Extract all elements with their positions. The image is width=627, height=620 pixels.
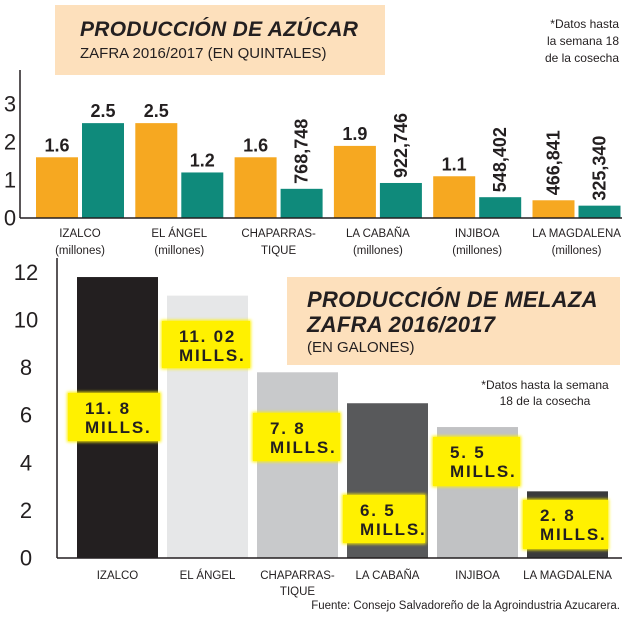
sugar-value-label: 922,746 [391, 113, 411, 178]
sugar-note-line: *Datos hasta [550, 17, 619, 31]
molasses-category-label: CHAPARRAS- [260, 570, 335, 582]
sugar-bar-orange-injiboa [433, 176, 476, 218]
sugar-value-label: 2.5 [90, 101, 115, 121]
sugar-note-line: de la cosecha [544, 51, 619, 65]
sugar-bar-orange-la-cabana [333, 145, 376, 218]
sugar-category-label: LA CABAÑA [346, 227, 410, 240]
sugar-bar-teal-chaparras-tique [280, 188, 323, 218]
sugar-chart-plot: 0 1 2 3 1.6 2.5 1.6 1.9 1.1 466,841 2.5 1.2 768,748 9… [4, 70, 622, 257]
sugar-bar-orange-la-magdalena [532, 200, 575, 218]
sugar-bar-teal-la-cabana [379, 182, 422, 218]
sugar-bar-orange-izalco [36, 157, 78, 218]
sugar-value-label: 325,340 [590, 136, 610, 201]
molasses-category-label: LA MAGDALENA [523, 570, 612, 582]
molasses-y-tick-label: 4 [20, 450, 32, 475]
sugar-category-label: (millones) [55, 245, 105, 257]
sugar-value-label: 1.2 [190, 150, 215, 170]
molasses-bar-el-angel [167, 295, 248, 558]
sugar-category-label: IZALCO [59, 228, 101, 240]
molasses-chart-title-line-2: ZAFRA 2016/2017 [307, 312, 496, 337]
molasses-data-note: *Datos hasta la semana 18 de la cosecha [470, 377, 620, 409]
sugar-chart-subtitle: ZAFRA 2016/2017 (EN QUINTALES) [80, 45, 327, 62]
molasses-chart-subtitle: (EN GALONES) [307, 339, 415, 356]
molasses-y-tick-label: 12 [14, 260, 38, 285]
sugar-bar-teal-izalco [82, 123, 124, 218]
sugar-category-label: EL ÁNGEL [151, 227, 207, 240]
molasses-y-tick-label: 0 [20, 546, 32, 571]
sugar-category-label: CHAPARRAS- [241, 228, 316, 240]
sugar-y-tick-label: 1 [4, 168, 16, 193]
sugar-category-label: (millones) [154, 245, 204, 257]
molasses-y-tick-label: 2 [20, 498, 32, 523]
sugar-value-label: 466,841 [544, 130, 564, 195]
sugar-category-label: (millones) [452, 245, 502, 257]
sugar-category-label: (millones) [353, 245, 403, 257]
sugar-category-label: LA MAGDALENA [532, 228, 621, 240]
sugar-category-label: TIQUE [261, 245, 296, 257]
molasses-category-label: LA CABAÑA [356, 569, 420, 582]
sugar-data-note: *Datos hasta la semana 18 de la cosecha [545, 16, 619, 67]
molasses-category-label: INJIBOA [455, 570, 500, 582]
sugar-value-label: 548,402 [490, 127, 510, 192]
sugar-value-label: 2.5 [144, 101, 169, 121]
sugar-bar-teal-el-angel [181, 172, 224, 218]
molasses-note-line: *Datos hasta la semana [481, 378, 609, 392]
sugar-title-box: PRODUCCIÓN DE AZÚCAR ZAFRA 2016/2017 (EN… [55, 5, 385, 75]
sugar-note-line: la semana 18 [546, 34, 619, 48]
sugar-bar-teal-injiboa [479, 197, 522, 218]
molasses-title-box: PRODUCCIÓN DE MELAZA ZAFRA 2016/2017 (EN… [287, 277, 620, 365]
molasses-chart-title: PRODUCCIÓN DE MELAZA [307, 287, 598, 312]
molasses-bar-la-magdalena [527, 491, 608, 558]
sugar-chart-title: PRODUCCIÓN DE AZÚCAR [80, 18, 359, 41]
molasses-bar-la-cabana [347, 403, 428, 558]
molasses-note-line: 18 de la cosecha [499, 394, 591, 408]
molasses-bar-izalco [77, 277, 158, 558]
sugar-y-tick-label: 0 [4, 206, 16, 231]
molasses-bar-chaparras-tique [257, 372, 338, 558]
sugar-value-label: 768,748 [292, 119, 312, 184]
sugar-value-label: 1.9 [342, 124, 367, 144]
molasses-category-label: IZALCO [97, 570, 139, 582]
sugar-y-tick-label: 3 [4, 92, 16, 117]
sugar-value-label: 1.1 [442, 154, 467, 174]
sugar-category-label: (millones) [552, 245, 602, 257]
molasses-bar-injiboa [437, 427, 518, 558]
sugar-y-tick-label: 2 [4, 130, 16, 155]
sugar-value-label: 1.6 [44, 135, 69, 155]
molasses-y-tick-label: 6 [20, 403, 32, 428]
sugar-bar-teal-la-magdalena [578, 205, 621, 218]
source-credit: Fuente: Consejo Salvadoreño de la Agroin… [311, 600, 620, 612]
molasses-y-tick-label: 8 [20, 355, 32, 380]
sugar-bar-orange-el-angel [135, 123, 178, 218]
molasses-category-label: TIQUE [280, 586, 315, 598]
sugar-category-label: INJIBOA [455, 228, 500, 240]
sugar-bar-orange-chaparras-tique [234, 157, 277, 218]
molasses-category-label: EL ÁNGEL [180, 569, 236, 582]
molasses-y-tick-label: 10 [14, 307, 38, 332]
sugar-value-label: 1.6 [243, 135, 268, 155]
molasses-chart-plot: 0 2 4 6 8 10 12 IZALCO EL ÁNGEL CHAPARRAS- TIQUE LA… [14, 258, 622, 598]
